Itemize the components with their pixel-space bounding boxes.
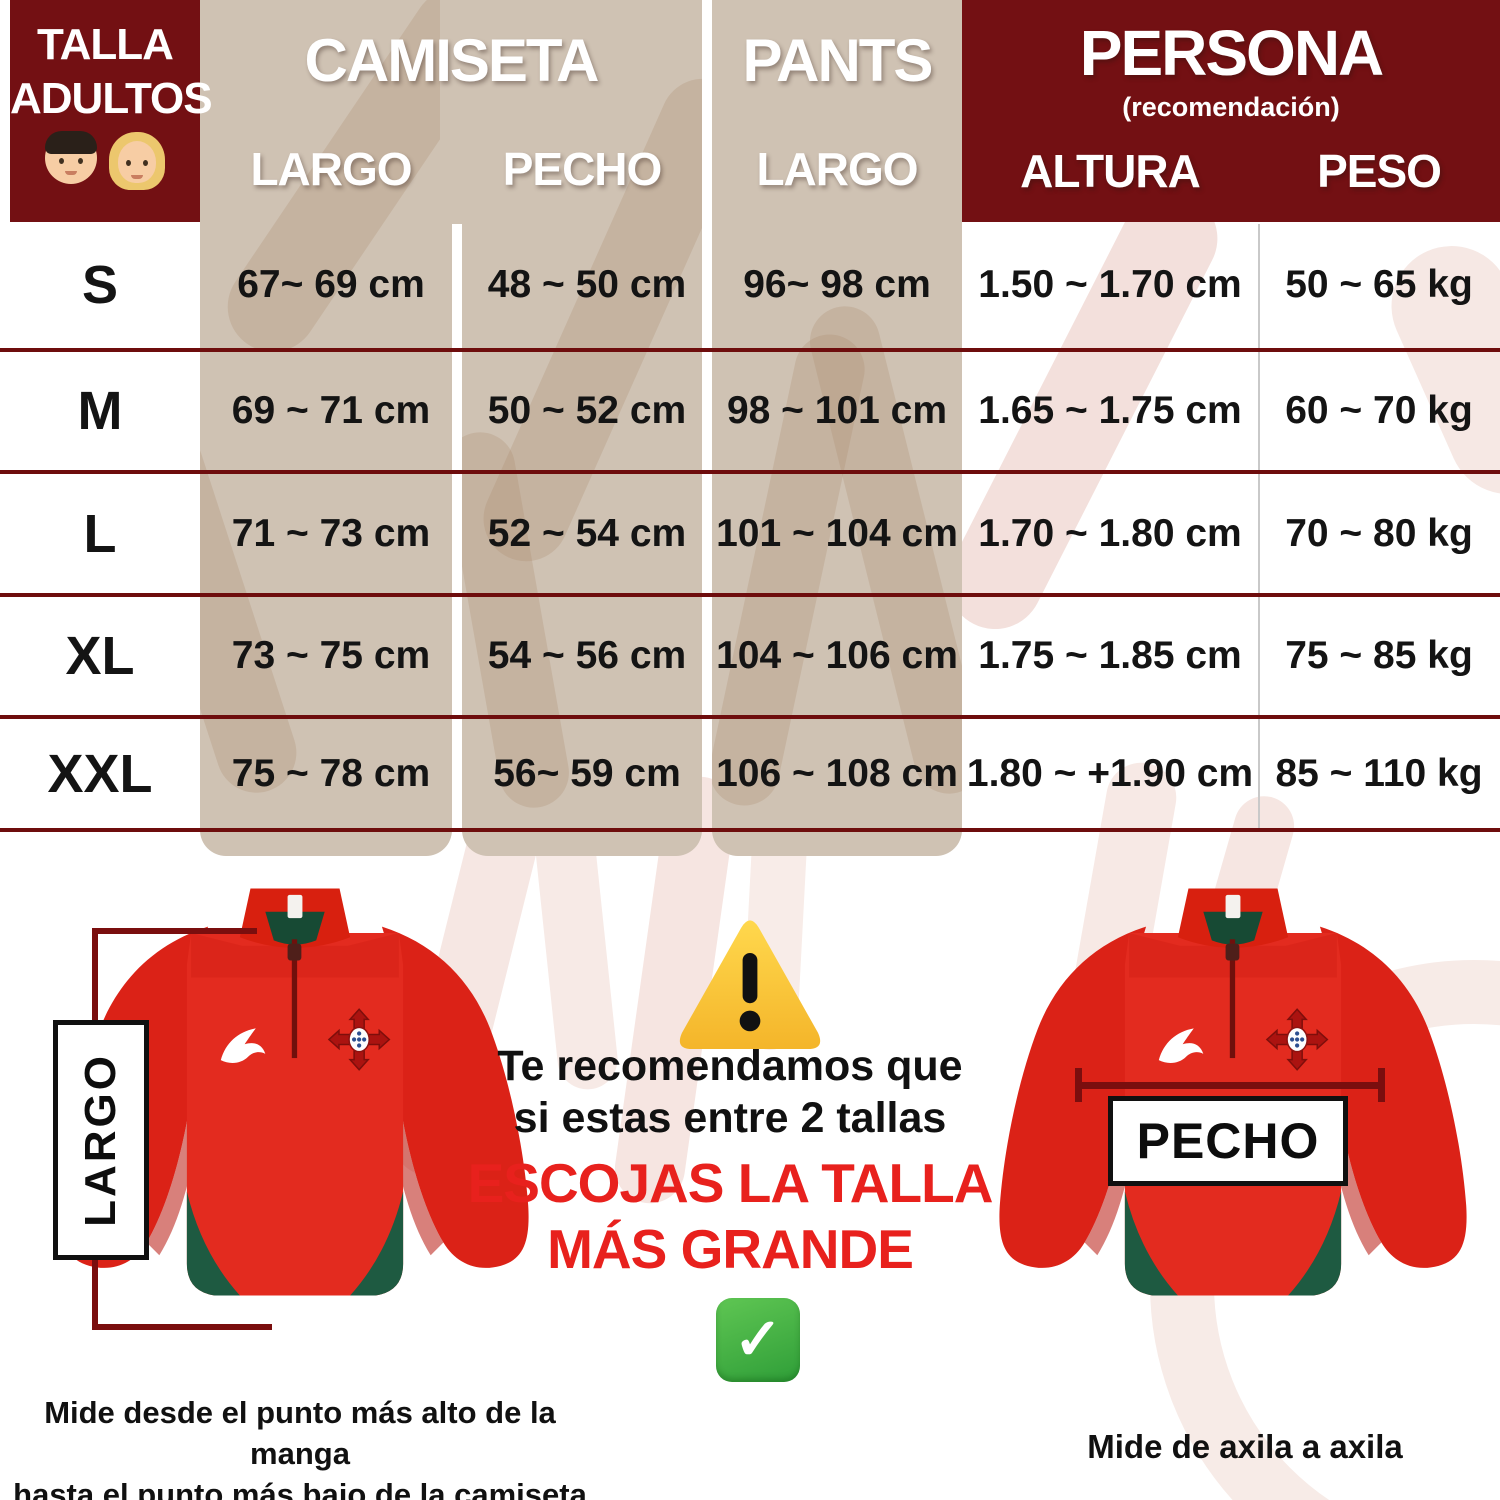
- pecho-measure-label: PECHO: [1136, 1113, 1320, 1169]
- camiseta-largo-value: 71 ~ 73 cm: [231, 511, 431, 555]
- table-row-xxl: XXL 75 ~ 78 cm 56~ 59 cm 106 ~ 108 cm 1.…: [0, 719, 1500, 828]
- size-label: XL: [65, 626, 135, 686]
- table-row-s: S 67~ 69 cm 48 ~ 50 cm 96~ 98 cm 1.50 ~ …: [0, 222, 1500, 348]
- talla-header-block: TALLA ADULTOS: [10, 0, 213, 222]
- size-label: S: [81, 255, 119, 315]
- camiseta-pecho-value: 54 ~ 56 cm: [487, 634, 687, 677]
- camiseta-title: CAMISETA: [304, 27, 600, 94]
- green-checkmark-icon: ✓: [716, 1298, 800, 1382]
- talla-title-line2: ADULTOS: [10, 74, 213, 123]
- table-row-xl: XL 73 ~ 75 cm 54 ~ 56 cm 104 ~ 106 cm 1.…: [0, 597, 1500, 715]
- pants-largo-value: 96~ 98 cm: [743, 263, 931, 306]
- recommendation-line2: si estas entre 2 tallas: [513, 1094, 947, 1142]
- pecho-measure-tick-right: [1378, 1068, 1385, 1102]
- man-emoji: [45, 131, 97, 184]
- recommendation-text: Te recomendamos que si estas entre 2 tal…: [430, 1040, 1030, 1144]
- altura-value: 1.65 ~ 1.75 cm: [978, 389, 1242, 432]
- largo-bracket-bottom: [92, 1324, 272, 1330]
- camiseta-pecho-value: 48 ~ 50 cm: [487, 263, 687, 306]
- peso-value: 85 ~ 110 kg: [1275, 751, 1483, 795]
- pecho-caption: Mide de axila a axila: [950, 1428, 1500, 1466]
- table-bottom-divider: [0, 828, 1500, 832]
- largo-measure-label: LARGO: [76, 1053, 125, 1227]
- pecho-measure-line: [1075, 1082, 1385, 1089]
- camiseta-largo-value: 67~ 69 cm: [237, 263, 425, 306]
- table-row-l: L 71 ~ 73 cm 52 ~ 54 cm 101 ~ 104 cm 1.7…: [0, 474, 1500, 593]
- persona-sub-altura: ALTURA: [1020, 145, 1201, 197]
- camiseta-sub-largo: LARGO: [250, 143, 412, 195]
- column-bg-camiseta-pecho: [462, 0, 702, 856]
- persona-subtitle: (recomendación): [1122, 92, 1340, 122]
- pants-largo-value: 101 ~ 104 cm: [716, 511, 958, 555]
- altura-peso-divider: [1258, 224, 1260, 828]
- camiseta-largo-value: 69 ~ 71 cm: [231, 389, 431, 432]
- pants-largo-value: 104 ~ 106 cm: [716, 634, 958, 677]
- column-bg-pants-largo: [712, 0, 962, 856]
- largo-caption-line1: Mide desde el punto más alto de la manga: [44, 1395, 556, 1471]
- altura-value: 1.70 ~ 1.80 cm: [978, 511, 1242, 555]
- talla-title-line1: TALLA: [37, 20, 174, 69]
- recommendation-bold-line2: MÁS GRANDE: [547, 1218, 914, 1280]
- altura-value: 1.50 ~ 1.70 cm: [978, 263, 1242, 306]
- largo-measure-box: LARGO: [53, 1020, 149, 1260]
- pants-sub-largo: LARGO: [756, 143, 918, 195]
- camiseta-pecho-value: 50 ~ 52 cm: [487, 389, 687, 432]
- recommendation-bold-line1: ESCOJAS LA TALLA: [467, 1152, 994, 1214]
- column-bg-camiseta-largo: [200, 0, 452, 856]
- size-label: M: [77, 381, 123, 441]
- altura-value: 1.80 ~ +1.90 cm: [966, 751, 1254, 795]
- recommendation-line1: Te recomendamos que: [497, 1042, 963, 1090]
- pecho-measure-tick-left: [1075, 1068, 1082, 1102]
- pants-title: PANTS: [742, 27, 934, 94]
- adult-emojis: [10, 131, 200, 190]
- largo-bracket-top: [92, 928, 257, 934]
- camiseta-largo-value: 73 ~ 75 cm: [231, 634, 431, 677]
- camiseta-header-bg: [440, 0, 480, 224]
- peso-value: 70 ~ 80 kg: [1285, 511, 1473, 555]
- peso-value: 75 ~ 85 kg: [1285, 634, 1473, 677]
- peso-value: 60 ~ 70 kg: [1285, 389, 1473, 432]
- camiseta-sub-pecho: PECHO: [502, 143, 663, 195]
- camiseta-pecho-value: 56~ 59 cm: [493, 751, 681, 795]
- pants-largo-value: 106 ~ 108 cm: [716, 751, 958, 795]
- largo-caption-line2: hasta el punto más bajo de la camiseta: [13, 1477, 587, 1500]
- largo-caption: Mide desde el punto más alto de la manga…: [0, 1392, 600, 1500]
- persona-sub-peso: PESO: [1317, 145, 1442, 197]
- recommendation-bold-text: ESCOJAS LA TALLA MÁS GRANDE: [400, 1150, 1060, 1282]
- pecho-caption-line: Mide de axila a axila: [1087, 1428, 1403, 1465]
- woman-emoji: [109, 132, 165, 190]
- row-divider: [0, 593, 1500, 597]
- camiseta-pecho-value: 52 ~ 54 cm: [487, 511, 687, 555]
- pants-largo-value: 98 ~ 101 cm: [726, 389, 948, 432]
- size-label: L: [83, 503, 117, 564]
- pecho-measure-box: PECHO: [1108, 1096, 1348, 1186]
- camiseta-largo-value: 75 ~ 78 cm: [231, 751, 431, 795]
- size-label: XXL: [47, 743, 153, 804]
- warning-icon: [679, 920, 821, 1050]
- table-row-m: M 69 ~ 71 cm 50 ~ 52 cm 98 ~ 101 cm 1.65…: [0, 352, 1500, 470]
- row-divider: [0, 348, 1500, 352]
- peso-value: 50 ~ 65 kg: [1285, 263, 1473, 306]
- altura-value: 1.75 ~ 1.85 cm: [978, 634, 1242, 677]
- row-divider: [0, 715, 1500, 719]
- persona-title: PERSONA: [1079, 17, 1385, 89]
- row-divider: [0, 470, 1500, 474]
